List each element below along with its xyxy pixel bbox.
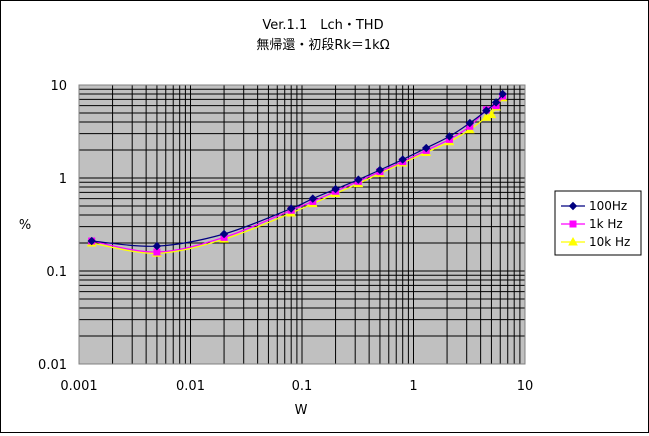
data-point xyxy=(491,98,501,107)
data-point xyxy=(482,106,491,115)
x-tick-label: 10 xyxy=(517,379,534,394)
legend: 100Hz 1k Hz 10k Hz xyxy=(554,190,642,256)
y-tick-label: 10 xyxy=(50,79,67,94)
data-point xyxy=(375,165,385,175)
data-point xyxy=(498,89,507,99)
legend-entry: 10k Hz xyxy=(589,235,630,249)
legend-marker xyxy=(568,201,578,211)
x-tick-label: 0.1 xyxy=(292,379,313,394)
data-point xyxy=(308,194,318,203)
x-axis-label: W xyxy=(295,403,308,418)
legend-entry: 100Hz xyxy=(589,199,627,213)
chart-subtitle: 無帰還・初段Rk＝1kΩ xyxy=(256,37,389,53)
data-point xyxy=(465,118,475,128)
series-layer xyxy=(86,89,508,257)
plot-border xyxy=(78,84,526,365)
tick-labels: 0.001 0.01 0.1 1 10 0.01 0.1 1 10 xyxy=(38,79,533,394)
data-point xyxy=(486,109,497,119)
grid-lines xyxy=(78,84,526,365)
data-point xyxy=(354,175,363,184)
y-axis-label: % xyxy=(19,218,31,233)
data-point xyxy=(421,143,431,153)
data-point xyxy=(286,204,296,213)
legend-entry: 1k Hz xyxy=(589,217,623,231)
legend-marker xyxy=(569,220,577,228)
legend-marker xyxy=(568,236,578,246)
x-tick-label: 1 xyxy=(409,379,417,394)
x-tick-label: 0.001 xyxy=(60,379,97,394)
data-point xyxy=(152,241,162,251)
series-0 xyxy=(87,89,507,251)
x-tick-label: 0.01 xyxy=(176,379,205,394)
data-point xyxy=(445,132,454,141)
y-tick-label: 0.01 xyxy=(38,358,67,373)
data-point xyxy=(219,229,229,239)
y-tick-label: 0.1 xyxy=(46,265,67,280)
y-tick-label: 1 xyxy=(59,172,67,187)
data-point xyxy=(398,155,407,164)
data-point xyxy=(87,236,96,246)
chart-title: Ver.1.1 Lch・THD xyxy=(262,18,383,33)
data-point xyxy=(331,184,340,194)
